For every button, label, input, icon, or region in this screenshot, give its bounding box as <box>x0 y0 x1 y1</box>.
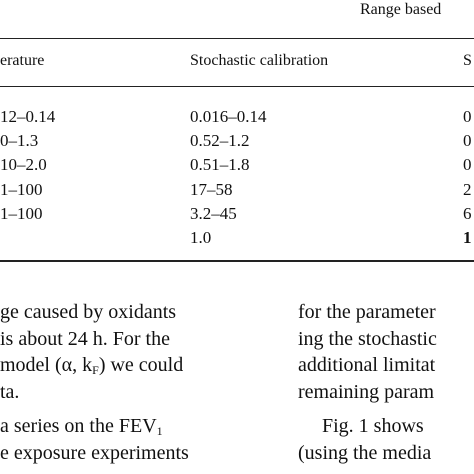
right-text-line-2: ing the stochastic <box>298 328 437 350</box>
table-subheader-rule <box>0 86 474 87</box>
table-row-3-col-1: 10–2.0 <box>0 155 47 174</box>
right-text-line-6: (using the media <box>298 442 432 464</box>
left-text-line-3: model (α, kF) we could <box>0 353 183 383</box>
table-row-4-col-2: 17–58 <box>190 180 233 199</box>
table-header-rule <box>0 38 474 39</box>
right-text-line-5: Fig. 1 shows <box>322 415 424 437</box>
fev-subscript: 1 <box>156 424 163 438</box>
left-text-line-4: ta. <box>0 381 20 403</box>
table-row-2-col-2: 0.52–1.2 <box>190 131 250 150</box>
left-text-line-2: is about 24 h. For the <box>0 328 170 350</box>
kf-subscript: F <box>92 363 99 377</box>
table-row-1-col-2: 0.016–0.14 <box>190 107 267 126</box>
table-col-header-3: S <box>463 52 472 69</box>
left-text-line-3-tail: ) we could <box>98 354 184 376</box>
table-row-2-col-1: 0–1.3 <box>0 131 39 150</box>
table-row-3-col-2: 0.51–1.8 <box>190 155 250 174</box>
table-group-header: Range based <box>360 1 442 18</box>
table-row-4-col-1: 1–100 <box>0 180 43 199</box>
table-row-5-col-3: 6 <box>463 204 472 223</box>
table-row-5-col-2: 3.2–45 <box>190 204 237 223</box>
left-text-line-1: ge caused by oxidants <box>0 301 177 323</box>
left-text-line-6: e exposure experiments <box>0 442 189 464</box>
table-row-5-col-1: 1–100 <box>0 204 43 223</box>
table-bottom-rule <box>0 260 474 262</box>
right-text-line-4: remaining param <box>298 381 435 403</box>
table-row-6-col-2: 1.0 <box>190 228 212 247</box>
table-row-2-col-3: 0 <box>463 131 472 150</box>
table-row-1-col-3: 0 <box>463 107 472 126</box>
table-row-3-col-3: 0 <box>463 155 472 174</box>
table-row-4-col-3: 2 <box>463 180 472 199</box>
left-text-line-5-main: a series on the FEV <box>0 415 157 437</box>
table-col-header-1: erature <box>0 52 45 69</box>
table-row-6-col-3: 1 <box>463 228 472 247</box>
left-text-line-5: a series on the FEV1 <box>0 414 163 444</box>
table-col-header-2: Stochastic calibration <box>190 52 329 69</box>
right-text-line-3: additional limitat <box>298 354 436 376</box>
right-text-line-1: for the parameter <box>298 301 436 323</box>
left-text-line-3-main: model (α, k <box>0 354 93 376</box>
table-row-1-col-1: 12–0.14 <box>0 107 56 126</box>
